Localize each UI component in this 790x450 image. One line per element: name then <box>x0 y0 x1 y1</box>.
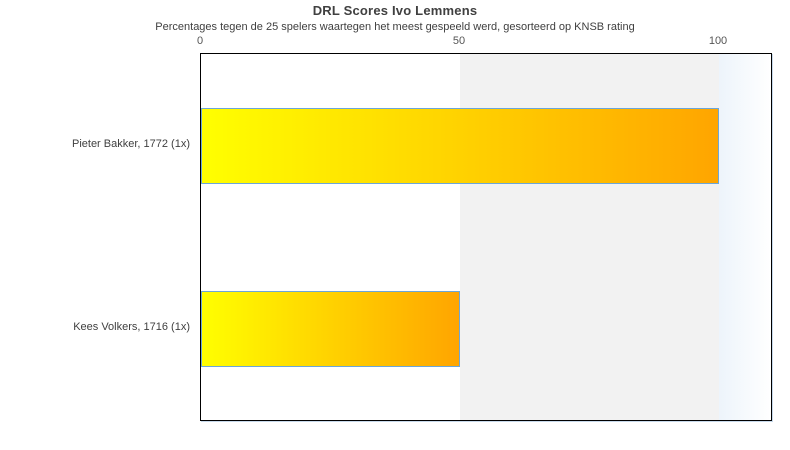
bar <box>201 107 719 184</box>
x-tick-label: 100 <box>708 35 728 47</box>
chart-subtitle: Percentages tegen de 25 spelers waartege… <box>155 21 635 33</box>
background-overflow-region <box>719 54 771 420</box>
bar <box>201 290 460 367</box>
chart-title: DRL Scores Ivo Lemmens <box>312 3 478 18</box>
plot-area <box>200 53 772 421</box>
x-tick-label: 50 <box>452 35 466 47</box>
category-label: Pieter Bakker, 1772 (1x) <box>71 137 190 150</box>
x-tick-label: 0 <box>196 35 204 47</box>
category-label: Kees Volkers, 1716 (1x) <box>73 320 190 333</box>
